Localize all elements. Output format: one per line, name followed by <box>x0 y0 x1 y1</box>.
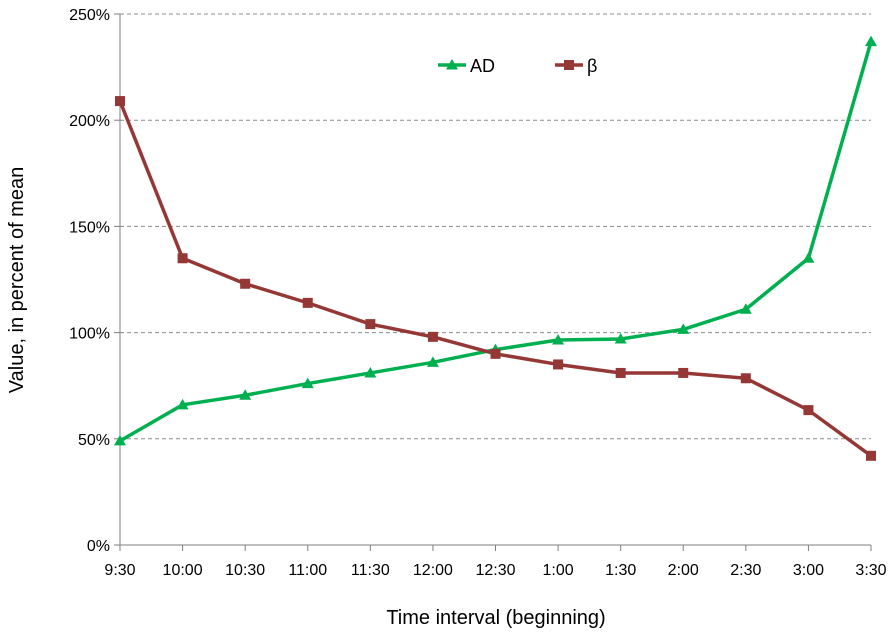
x-axis: 9:30 10:00 10:30 11:00 11:30 12:00 12:30 1:00 1:… <box>104 544 887 579</box>
data-point-ad <box>802 252 815 263</box>
data-point-beta <box>115 96 125 107</box>
legend-marker-ad <box>446 59 458 70</box>
data-point-ad <box>865 35 877 47</box>
series-lines <box>118 41 873 458</box>
legend-label-ad: AD <box>470 56 495 76</box>
y-axis-title: Value, in percent of mean <box>6 167 28 393</box>
data-point-ad <box>114 434 126 446</box>
x-tick-label: 2:00 <box>668 562 699 579</box>
data-point-beta <box>803 405 814 416</box>
legend: AD β <box>438 56 597 76</box>
data-point-ad <box>739 303 752 314</box>
x-tick-label: 12:00 <box>413 562 453 579</box>
data-point-beta <box>866 450 876 461</box>
x-tick-label: 11:30 <box>351 562 390 579</box>
data-point-ad <box>364 366 377 378</box>
x-tick-label: 12:30 <box>475 562 515 579</box>
y-tick-label: 100% <box>69 326 110 343</box>
data-point-ad <box>301 377 314 389</box>
data-point-beta <box>740 373 751 384</box>
y-tick-label: 0% <box>87 538 110 555</box>
x-tick-label: 11:00 <box>288 562 327 579</box>
data-point-beta <box>553 359 564 370</box>
series-line-ad <box>119 41 873 443</box>
series-line-beta <box>118 100 873 458</box>
legend-label-beta: β <box>587 56 597 76</box>
x-tick-label: 2:30 <box>730 562 761 579</box>
x-tick-label: 9:30 <box>104 562 135 579</box>
data-point-beta <box>240 278 251 289</box>
data-point-ad <box>614 332 627 344</box>
x-axis-title: Time interval (beginning) <box>386 607 605 629</box>
data-point-ad <box>426 356 439 367</box>
data-point-beta <box>302 297 313 308</box>
data-point-ad <box>239 389 252 400</box>
y-tick-label: 150% <box>69 219 110 236</box>
y-tick-label: 250% <box>69 7 110 24</box>
data-point-beta <box>177 253 188 264</box>
data-point-ad <box>677 323 690 334</box>
legend-marker-beta <box>564 60 574 70</box>
x-tick-label: 1:30 <box>605 562 636 579</box>
series-markers <box>114 35 877 461</box>
data-point-beta <box>490 348 501 359</box>
y-tick-label: 200% <box>69 113 110 130</box>
x-tick-label: 3:30 <box>855 562 886 579</box>
y-axis: 0% 50% 100% 150% 200% 250% <box>69 7 121 555</box>
data-point-ad <box>552 334 565 345</box>
data-point-beta <box>365 319 376 330</box>
x-tick-label: 10:30 <box>225 562 265 579</box>
data-point-beta <box>615 367 626 378</box>
x-tick-label: 3:00 <box>793 562 824 579</box>
x-tick-label: 10:00 <box>163 562 203 579</box>
data-point-beta <box>678 367 689 378</box>
data-point-beta <box>427 331 438 342</box>
gridlines <box>120 13 871 440</box>
x-tick-label: 1:00 <box>543 562 574 579</box>
y-tick-label: 50% <box>78 432 110 449</box>
data-point-ad <box>176 398 189 410</box>
